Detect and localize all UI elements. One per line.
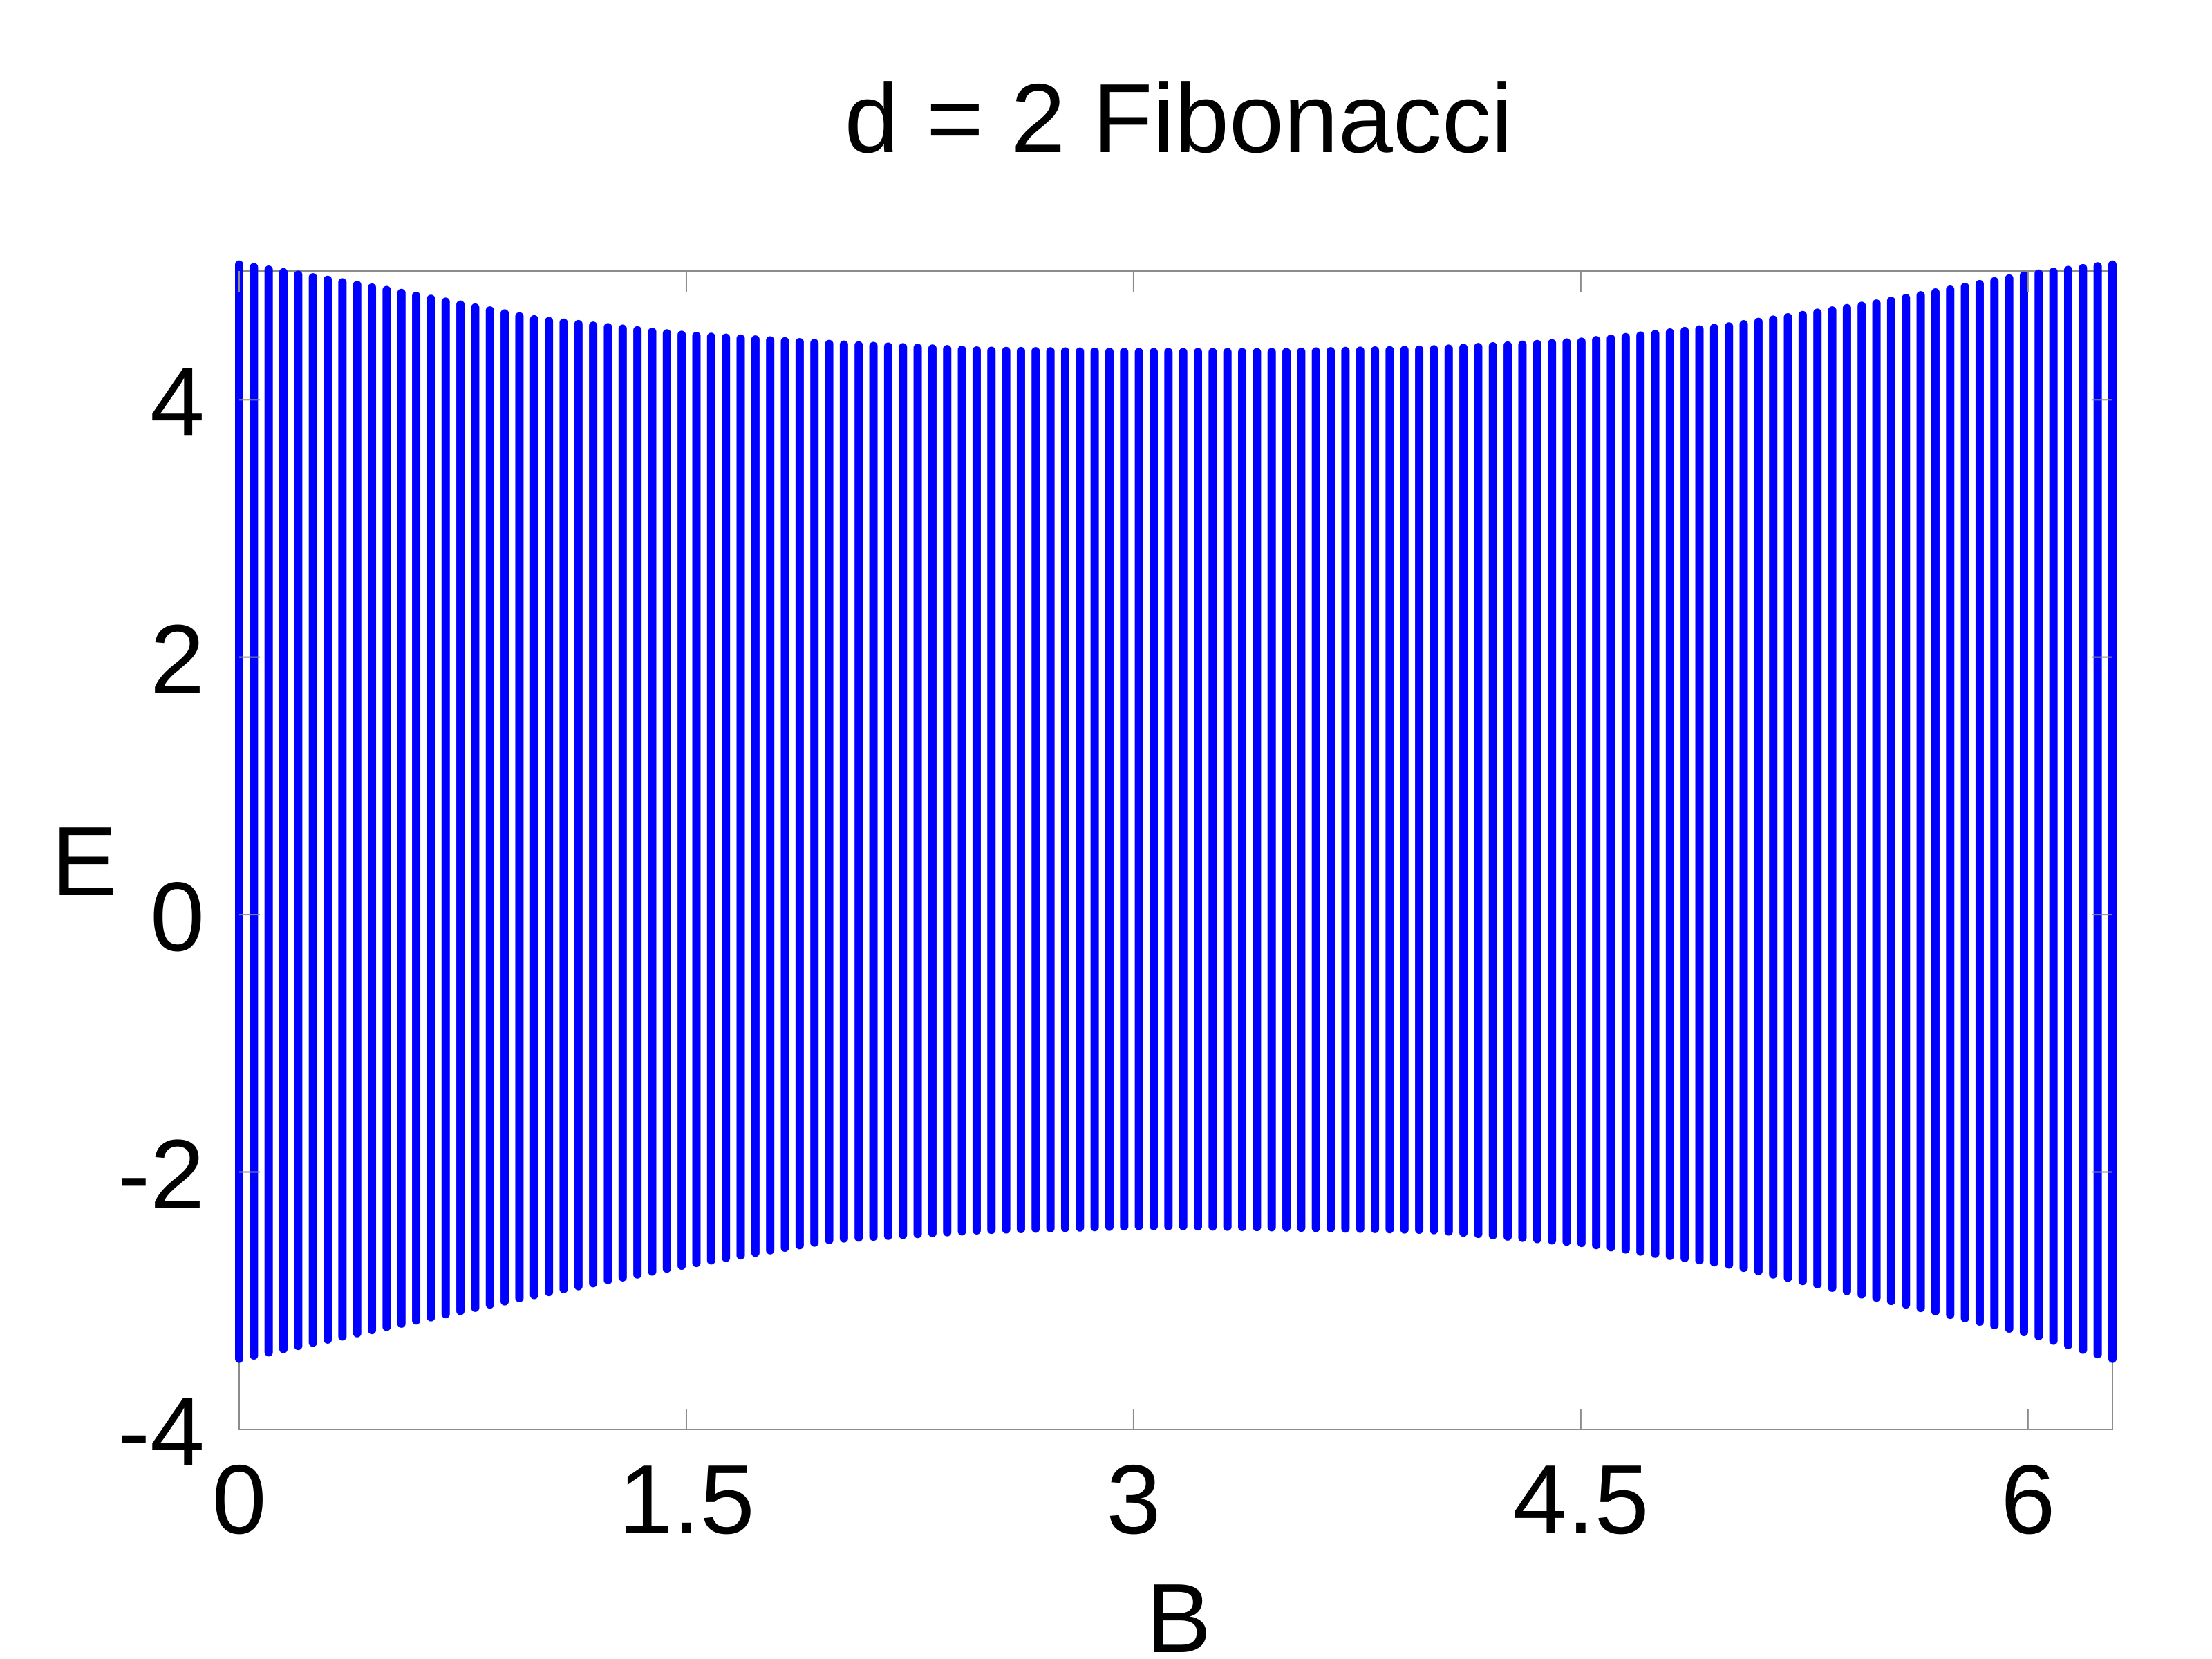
y-axis-tick-labels: -4 -2 0 2 4 <box>118 347 205 1487</box>
x-tick-label: 3 <box>1106 1445 1161 1555</box>
x-tick-label: 4.5 <box>1512 1445 1649 1555</box>
axis-ticks <box>238 271 2112 1430</box>
x-tick-label: 6 <box>2000 1445 2055 1555</box>
x-tick-label: 0 <box>212 1445 267 1555</box>
y-tick-label: 0 <box>150 862 205 972</box>
band-spectrum-series <box>235 260 2117 1363</box>
x-axis-label: B <box>1146 1564 1212 1659</box>
y-tick-label: -2 <box>118 1120 205 1230</box>
y-axis-label: E <box>52 807 118 917</box>
y-tick-label: 4 <box>150 347 205 457</box>
y-tick-label: -4 <box>118 1377 205 1487</box>
x-tick-label: 1.5 <box>618 1445 754 1555</box>
chart-title: d = 2 Fibonacci <box>845 64 1513 174</box>
y-tick-label: 2 <box>150 605 205 715</box>
x-axis-tick-labels: 0 1.5 3 4.5 6 <box>212 1445 2056 1555</box>
